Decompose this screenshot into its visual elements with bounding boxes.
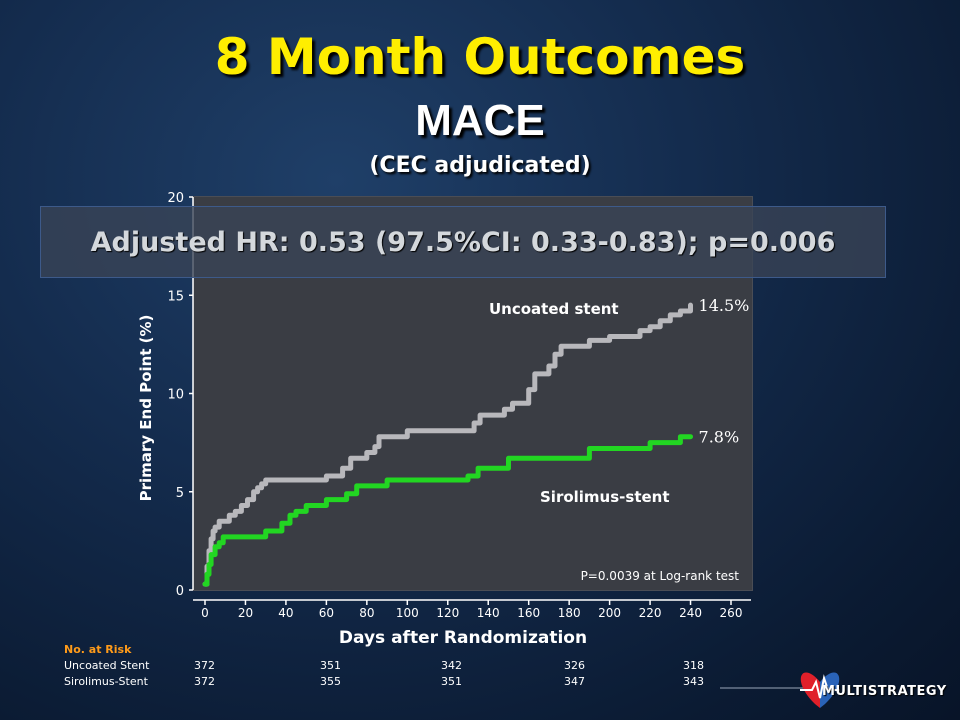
series-label-sirolimus: Sirolimus-stent <box>540 488 670 506</box>
risk-cell: 351 <box>441 675 462 688</box>
risk-cell: 372 <box>194 675 215 688</box>
risk-table-header: No. at Risk <box>64 643 132 656</box>
x-tick-label: 180 <box>558 606 581 620</box>
page-subtitle: MACE <box>415 96 545 145</box>
x-tick-label: 60 <box>319 606 334 620</box>
x-tick-label: 160 <box>517 606 540 620</box>
number-at-risk-table: No. at Risk Uncoated Stent 372 351 342 3… <box>64 643 724 691</box>
risk-cell: 318 <box>683 659 704 672</box>
subtitle-note: (CEC adjudicated) <box>369 153 591 178</box>
x-axis-title: Days after Randomization <box>339 628 587 648</box>
x-tick-label: 20 <box>238 606 253 620</box>
multistrategy-logo <box>720 672 840 708</box>
page-title: 8 Month Outcomes <box>214 28 746 86</box>
series-end-label: 7.8% <box>699 428 740 447</box>
y-tick-label: 20 <box>167 191 184 206</box>
x-tick-label: 100 <box>396 606 419 620</box>
pvalue-annotation: P=0.0039 at Log-rank test <box>581 569 740 583</box>
series-line-sirolimus <box>202 434 693 587</box>
x-tick-label: 240 <box>679 606 702 620</box>
x-tick-label: 260 <box>720 606 743 620</box>
x-tick-label: 200 <box>598 606 621 620</box>
logo-pulse-line <box>800 674 840 699</box>
y-tick-label: 5 <box>176 486 184 501</box>
risk-row-label: Uncoated Stent <box>64 659 150 672</box>
x-tick-label: 80 <box>359 606 374 620</box>
x-tick-label: 120 <box>436 606 459 620</box>
x-tick-label: 220 <box>639 606 662 620</box>
hazard-ratio-banner: Adjusted HR: 0.53 (97.5%CI: 0.33-0.83); … <box>40 206 886 278</box>
series-end-label: 14.5% <box>699 296 750 315</box>
series-layer <box>202 302 693 587</box>
risk-cell: 351 <box>320 659 341 672</box>
x-tick-label: 0 <box>201 606 209 620</box>
risk-cell: 372 <box>194 659 215 672</box>
risk-row-sirolimus: Sirolimus-Stent 372 355 351 347 343 <box>64 675 724 691</box>
x-tick-label: 40 <box>278 606 293 620</box>
risk-row-uncoated: Uncoated Stent 372 351 342 326 318 <box>64 659 724 675</box>
risk-row-label: Sirolimus-Stent <box>64 675 148 688</box>
series-label-uncoated: Uncoated stent <box>489 300 619 318</box>
y-axis-title: Primary End Point (%) <box>137 315 155 502</box>
risk-cell: 326 <box>564 659 585 672</box>
risk-cell: 342 <box>441 659 462 672</box>
risk-cell: 347 <box>564 675 585 688</box>
y-tick-label: 15 <box>167 289 184 304</box>
risk-cell: 355 <box>320 675 341 688</box>
labels-layer: 14.5% 7.8% Uncoated stent Sirolimus-stent P=… <box>489 296 749 583</box>
series-line-uncoated <box>202 302 693 587</box>
x-tick-label: 140 <box>477 606 500 620</box>
logo-text: MULTISTRATEGY <box>822 684 947 699</box>
risk-cell: 343 <box>683 675 704 688</box>
y-tick-label: 10 <box>167 388 184 403</box>
y-tick-label: 0 <box>176 584 184 599</box>
